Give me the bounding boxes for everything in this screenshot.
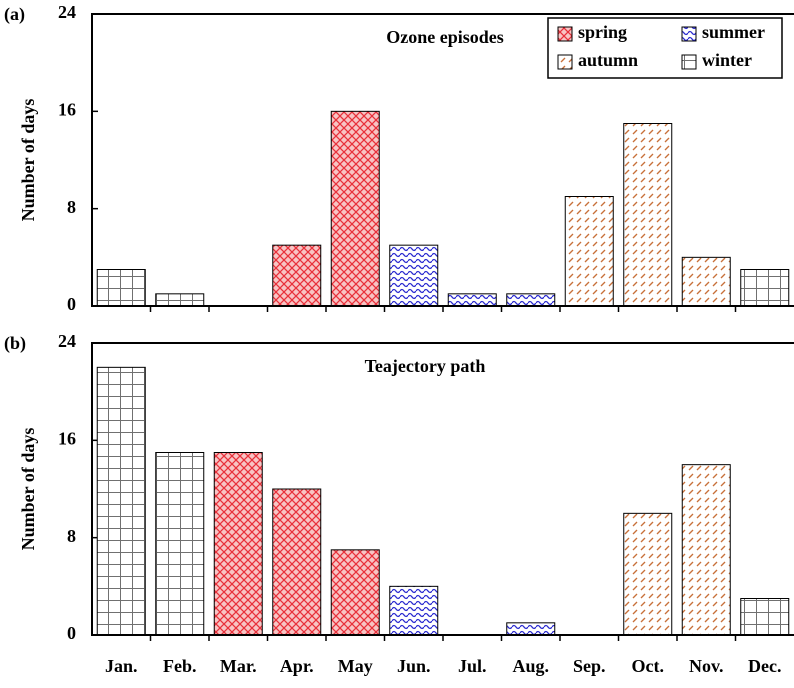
legend-label: autumn [578,50,638,70]
legend-swatch [557,54,573,70]
y-tick-label: 8 [67,197,76,217]
x-tick-label: Sep. [573,656,606,676]
panel-label: (b) [4,333,26,354]
legend-swatch [681,54,697,70]
bar [389,244,439,307]
bar [213,452,263,636]
bar [564,196,614,307]
bar [330,549,380,636]
legend-label: winter [702,50,752,70]
chart-title: Ozone episodes [386,27,504,47]
y-tick-label: 8 [67,526,76,546]
x-tick-label: Apr. [280,656,314,676]
bar [155,293,205,307]
x-tick-label: Feb. [163,656,197,676]
bar [96,366,146,636]
y-tick-label: 0 [67,623,76,643]
legend-swatch [557,26,573,42]
x-tick-label: Jan. [105,656,138,676]
x-tick-label: May [338,656,373,676]
x-tick-label: Mar. [220,656,257,676]
bar [740,269,790,307]
panel-label: (a) [4,4,25,25]
y-tick-label: 0 [67,294,76,314]
bar [740,598,790,636]
x-tick-label: Nov. [689,656,724,676]
y-tick-label: 16 [58,428,76,448]
bar [623,512,673,636]
y-axis-label: Number of days [18,99,38,222]
x-tick-label: Jun. [397,656,431,676]
legend-swatch [681,26,697,42]
x-tick-label: Oct. [632,656,664,676]
legend-label: summer [702,22,765,42]
bar [681,464,731,636]
x-tick-label: Jul. [458,656,487,676]
y-tick-label: 24 [58,2,76,22]
bar [447,293,497,307]
y-axis-label: Number of days [18,428,38,551]
bar [272,244,322,307]
bar [155,452,205,636]
bar [330,110,380,307]
chart-title: Teajectory path [365,356,486,376]
bar [272,488,322,636]
bar [389,585,439,636]
legend-box [547,17,783,79]
bar [96,269,146,307]
bar [623,123,673,307]
x-tick-label: Dec. [748,656,781,676]
bar [506,293,556,307]
bar [506,622,556,636]
x-tick-label: Aug. [512,656,549,676]
bar [681,256,731,307]
y-tick-label: 24 [58,331,76,351]
legend-label: spring [578,22,627,42]
y-tick-label: 16 [58,99,76,119]
